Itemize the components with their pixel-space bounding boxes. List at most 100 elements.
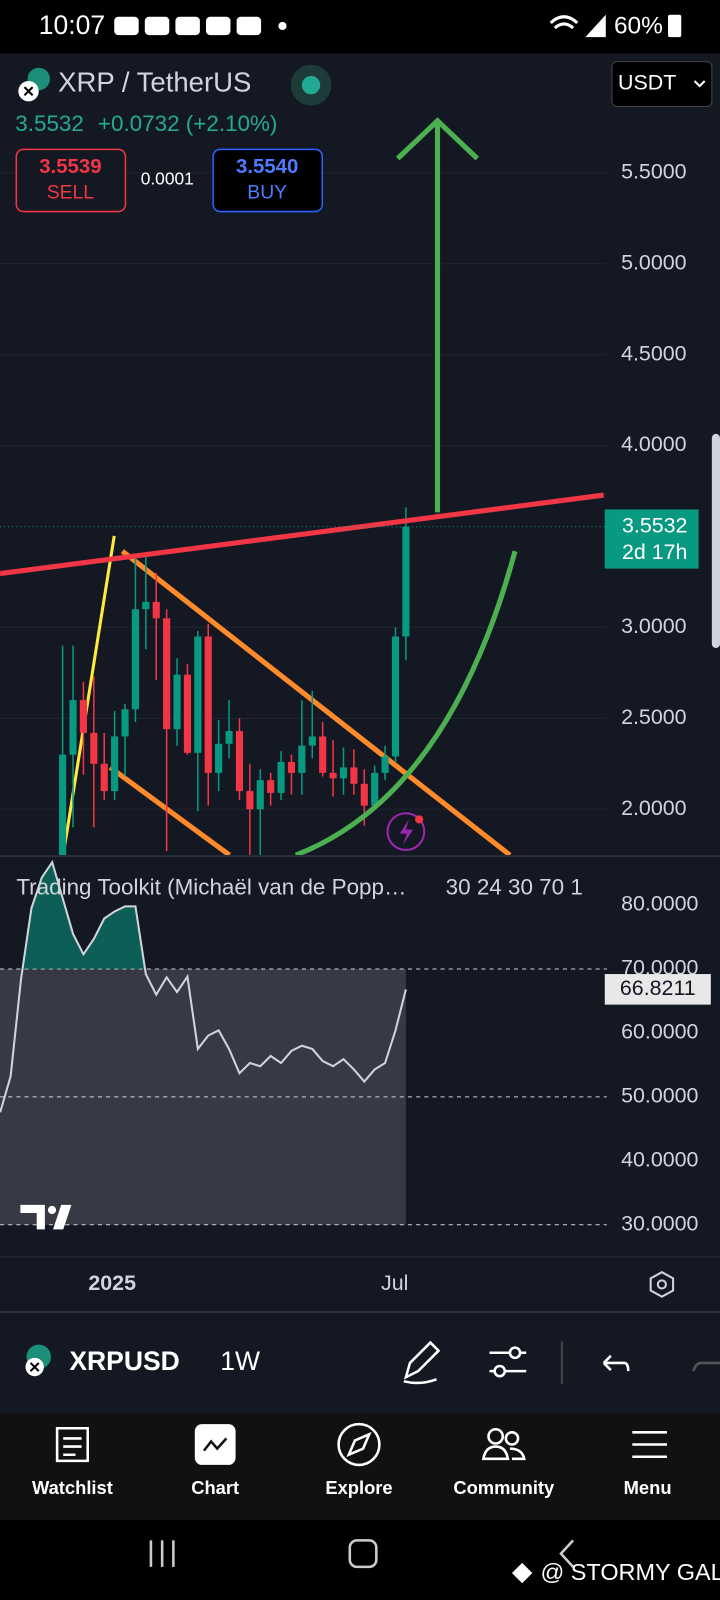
candle-body (131, 609, 140, 710)
candle-body (121, 709, 129, 737)
candle-body (329, 772, 337, 779)
candle-body (163, 618, 171, 730)
candle-body (277, 761, 285, 793)
candle-body (360, 783, 368, 806)
countdown: 2d 17h (622, 540, 687, 564)
sell-price: 3.5539 (39, 156, 101, 178)
community-icon[interactable] (487, 1427, 505, 1445)
candle-body (246, 791, 254, 810)
candle-body (183, 674, 192, 753)
y-tick-label: 4.5000 (621, 341, 687, 365)
candle-body (204, 636, 212, 773)
candle-body (298, 745, 306, 773)
buy-price: 3.5540 (236, 156, 298, 178)
green-curve (294, 550, 518, 856)
candle-body (173, 674, 181, 730)
explore-needle (346, 1431, 372, 1458)
candle-body (319, 736, 327, 773)
y-tick-label: 2.0000 (621, 796, 687, 820)
y-tick-label: 80.0000 (621, 892, 698, 916)
red-resistance-line (0, 492, 605, 577)
last-price: 3.5532 (15, 111, 84, 136)
chevron (693, 80, 706, 88)
toolbar-symbol[interactable]: XRPUSD (69, 1346, 179, 1376)
draw-tool-icon[interactable] (403, 1340, 441, 1385)
candle-body (235, 731, 244, 792)
indicator-line (0, 859, 407, 1113)
y-tick-label: 30.0000 (621, 1211, 698, 1235)
candle-body (402, 526, 410, 637)
chart-icon (202, 1437, 228, 1452)
alert-icon[interactable] (386, 812, 426, 851)
settings-icon[interactable] (649, 1271, 675, 1298)
indicator-params: 30 24 30 70 1 (446, 875, 583, 900)
nav-label[interactable]: Chart (191, 1477, 239, 1498)
candle-body (225, 731, 233, 744)
x-tick-label: Jul (381, 1271, 408, 1295)
price-change: +0.0732 (+2.10%) (98, 111, 278, 136)
notification-icons (114, 16, 287, 36)
y-tick-label: 5.5000 (621, 159, 687, 183)
candle-body (100, 763, 108, 792)
wifi-icon (549, 15, 579, 30)
y-tick-label: 2.5000 (621, 705, 687, 729)
menu-icon[interactable] (632, 1431, 667, 1459)
overbought-fill (22, 862, 146, 970)
candle-body (391, 636, 400, 757)
nav-label[interactable]: Watchlist (32, 1477, 113, 1498)
watermark-icon (511, 1562, 533, 1584)
sell-button[interactable] (15, 148, 127, 213)
scrollbar (711, 433, 720, 649)
community-icon-body (481, 1445, 526, 1461)
nav-label[interactable]: Explore (325, 1477, 392, 1498)
candle-body (339, 767, 348, 779)
tradingview-logo (20, 1204, 72, 1230)
candle-body (371, 772, 379, 806)
candle-body (90, 732, 98, 764)
symbol-title[interactable]: XRP / TetherUS (58, 66, 251, 97)
candle-body (350, 767, 358, 784)
candle-body (59, 754, 67, 856)
y-tick-label: 40.0000 (621, 1148, 698, 1172)
close-icon (23, 86, 34, 97)
drawings-top (0, 117, 605, 856)
candle-body (194, 636, 202, 753)
currency-select[interactable] (611, 61, 713, 108)
close-icon (29, 1362, 40, 1372)
orange-trendline (120, 549, 512, 856)
nav-label[interactable]: Menu (624, 1477, 672, 1498)
watermark: @ STORMY GAL (541, 1559, 720, 1585)
drawings (61, 535, 512, 856)
home-button[interactable] (348, 1539, 378, 1569)
candle-body (267, 780, 275, 793)
recents-button[interactable] (149, 1540, 175, 1567)
time: 10:07 (39, 10, 105, 40)
back-button[interactable] (559, 1539, 575, 1568)
candle-body (381, 756, 389, 773)
candle-body (256, 780, 264, 810)
price-tag-value: 3.5532 (622, 513, 687, 537)
explore-icon[interactable] (337, 1422, 381, 1467)
redo-icon[interactable] (692, 1361, 720, 1372)
candle-body (79, 700, 87, 733)
currency-label: USDT (618, 71, 676, 95)
alert-bolt (399, 819, 414, 845)
buy-label: BUY (247, 181, 287, 203)
orange-trendline (108, 765, 231, 856)
system-nav (0, 1520, 720, 1600)
signal-icon (585, 14, 606, 38)
buy-button[interactable] (212, 148, 324, 213)
y-tick-label: 50.0000 (621, 1084, 698, 1108)
watchlist-icon[interactable] (55, 1426, 89, 1463)
status-bar (0, 0, 720, 54)
undo-icon[interactable] (602, 1354, 630, 1372)
nav-label[interactable]: Community (453, 1477, 555, 1498)
candle-body (142, 601, 150, 610)
indicators-icon[interactable] (489, 1346, 527, 1378)
toolbar-interval[interactable]: 1W (220, 1346, 260, 1376)
indicator-value-tag (604, 974, 711, 1005)
y-tick-label: 5.0000 (621, 250, 687, 274)
